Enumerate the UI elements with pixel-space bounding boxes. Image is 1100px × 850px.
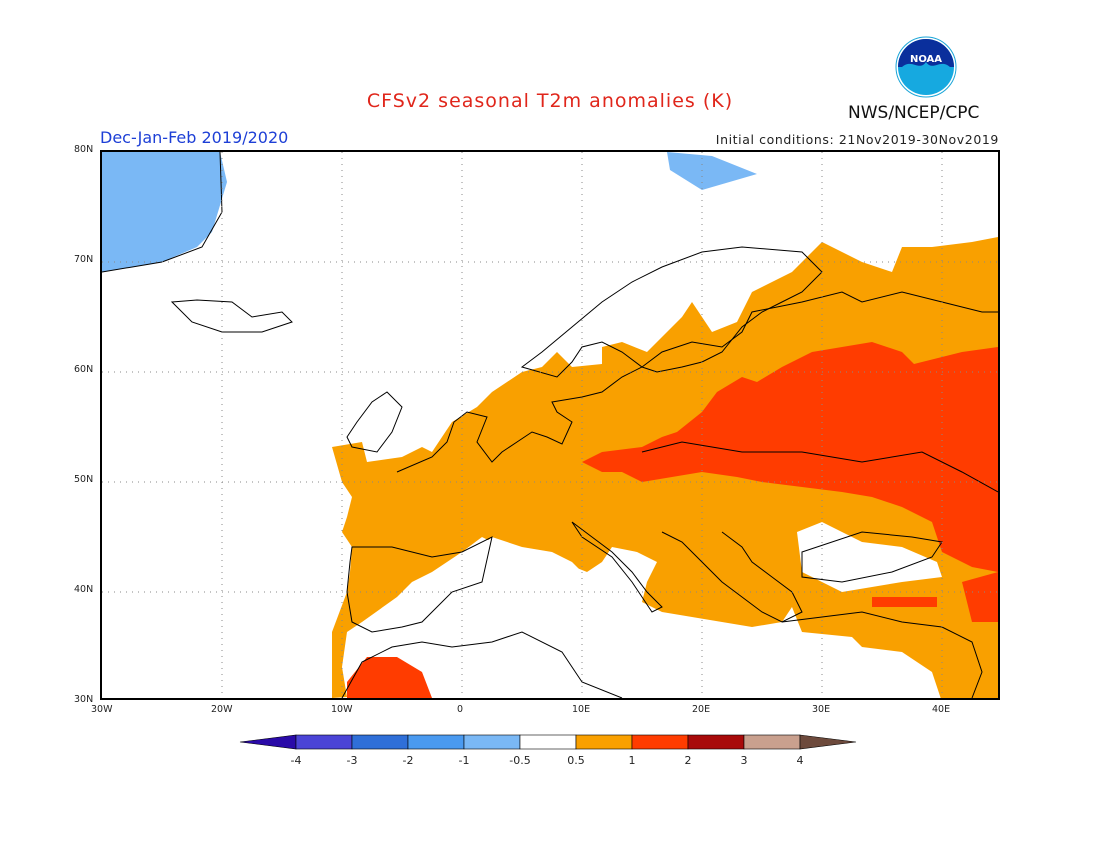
lon-tick: 30E	[812, 704, 831, 715]
season-subtitle: Dec-Jan-Feb 2019/2020	[100, 128, 289, 147]
svg-text:NOAA: NOAA	[910, 54, 942, 65]
lon-tick: 40E	[932, 704, 951, 715]
noaa-logo-icon: NOAA	[895, 36, 957, 98]
colorbar-label: -4	[290, 754, 302, 767]
colorbar-label: 3	[740, 754, 748, 767]
coastlines	[102, 152, 998, 698]
colorbar-label: 2	[684, 754, 692, 767]
colorbar-label: -0.5	[509, 754, 531, 767]
colorbar-swatches	[239, 734, 857, 750]
lat-tick: 40N	[74, 584, 94, 595]
colorbar-swatch	[575, 734, 633, 750]
warm-area-red	[582, 342, 998, 572]
page-title: CFSv2 seasonal T2m anomalies (K)	[366, 90, 734, 112]
colorbar-swatch	[407, 734, 465, 750]
lat-tick: 80N	[74, 144, 94, 155]
colorbar-label: -3	[346, 754, 358, 767]
lon-tick: 10E	[572, 704, 591, 715]
initial-conditions-label: Initial conditions: 21Nov2019-30Nov2019	[715, 132, 999, 147]
colorbar-swatch	[631, 734, 689, 750]
graticule	[102, 152, 998, 698]
lat-tick: 60N	[74, 364, 94, 375]
lon-tick: 0	[457, 704, 464, 715]
colorbar-label: 4	[796, 754, 804, 767]
map-canvas	[102, 152, 998, 698]
colorbar-swatch	[295, 734, 353, 750]
lon-tick: 30W	[91, 704, 113, 715]
lat-tick: 70N	[74, 254, 94, 265]
lon-tick: 10W	[331, 704, 353, 715]
agency-label: NWS/NCEP/CPC	[848, 103, 980, 123]
colorbar-swatch	[463, 734, 521, 750]
lon-tick: 20W	[211, 704, 233, 715]
colorbar-swatch	[743, 734, 801, 750]
lat-tick: 30N	[74, 694, 94, 705]
colorbar-swatch	[687, 734, 745, 750]
colorbar-label: 1	[628, 754, 636, 767]
colorbar-label: -1	[458, 754, 470, 767]
colorbar-label: -2	[402, 754, 414, 767]
colorbar-swatch	[519, 734, 577, 750]
anomaly-fills	[102, 152, 998, 698]
lon-tick: 20E	[692, 704, 711, 715]
lat-tick: 50N	[74, 474, 94, 485]
colorbar-label: 0.5	[567, 754, 585, 767]
anomaly-map	[100, 150, 1000, 700]
colorbar-arrow-low	[239, 734, 297, 750]
colorbar-swatch	[351, 734, 409, 750]
colorbar-arrow-high	[799, 734, 857, 750]
